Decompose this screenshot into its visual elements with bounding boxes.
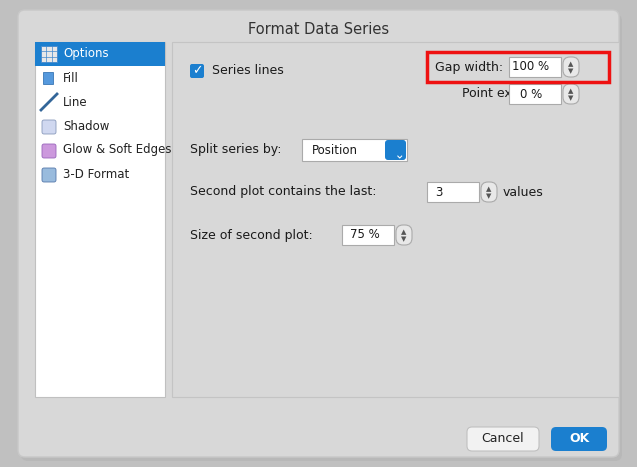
Text: values: values (503, 185, 544, 198)
FancyBboxPatch shape (396, 225, 412, 245)
Bar (509, 57, 561, 77)
Text: Split series by:: Split series by: (190, 143, 282, 156)
FancyBboxPatch shape (481, 182, 497, 202)
Text: Gap width:: Gap width: (435, 61, 503, 73)
Bar (41, 46, 57, 62)
Text: Format Data Series: Format Data Series (248, 22, 389, 37)
Bar (509, 84, 561, 104)
Bar (342, 225, 394, 245)
FancyBboxPatch shape (467, 427, 539, 451)
FancyBboxPatch shape (42, 120, 56, 134)
Text: 75 %: 75 % (350, 228, 380, 241)
Text: Size of second plot:: Size of second plot: (190, 228, 313, 241)
Bar (35, 42, 165, 397)
Text: 0 %: 0 % (520, 87, 542, 100)
Text: Shadow: Shadow (63, 120, 110, 133)
Text: 3: 3 (435, 185, 442, 198)
Bar (172, 42, 619, 397)
Text: ✓: ✓ (192, 64, 203, 78)
Text: ▲: ▲ (486, 186, 492, 192)
Text: ▲: ▲ (568, 88, 574, 94)
FancyBboxPatch shape (563, 57, 579, 77)
Text: Series lines: Series lines (212, 64, 283, 78)
FancyBboxPatch shape (42, 168, 56, 182)
Bar (302, 139, 407, 161)
Text: Glow & Soft Edges: Glow & Soft Edges (63, 143, 171, 156)
Text: Line: Line (63, 95, 88, 108)
Text: Second plot contains the last:: Second plot contains the last: (190, 185, 376, 198)
Text: ▲: ▲ (401, 229, 406, 235)
Text: Position: Position (312, 143, 358, 156)
Text: Fill: Fill (63, 71, 79, 85)
Text: ▲: ▲ (568, 61, 574, 67)
FancyBboxPatch shape (551, 427, 607, 451)
Text: 100 %: 100 % (512, 61, 550, 73)
Bar (427, 52, 609, 82)
Text: Options: Options (63, 48, 109, 61)
Text: OK: OK (569, 432, 589, 446)
FancyBboxPatch shape (42, 144, 56, 158)
FancyBboxPatch shape (21, 14, 622, 461)
Text: ⌃: ⌃ (390, 143, 401, 156)
FancyBboxPatch shape (190, 64, 204, 78)
Text: ▼: ▼ (568, 95, 574, 101)
Text: Point explosion:: Point explosion: (462, 87, 561, 100)
Text: ▼: ▼ (568, 68, 574, 74)
FancyBboxPatch shape (18, 10, 619, 457)
Text: 3-D Format: 3-D Format (63, 168, 129, 181)
Bar (427, 182, 479, 202)
Bar (35, 42, 165, 66)
FancyBboxPatch shape (385, 140, 406, 160)
Bar (43, 72, 53, 84)
Text: Cancel: Cancel (482, 432, 524, 446)
Text: ▼: ▼ (401, 236, 406, 242)
FancyBboxPatch shape (563, 84, 579, 104)
Text: ▼: ▼ (486, 193, 492, 199)
